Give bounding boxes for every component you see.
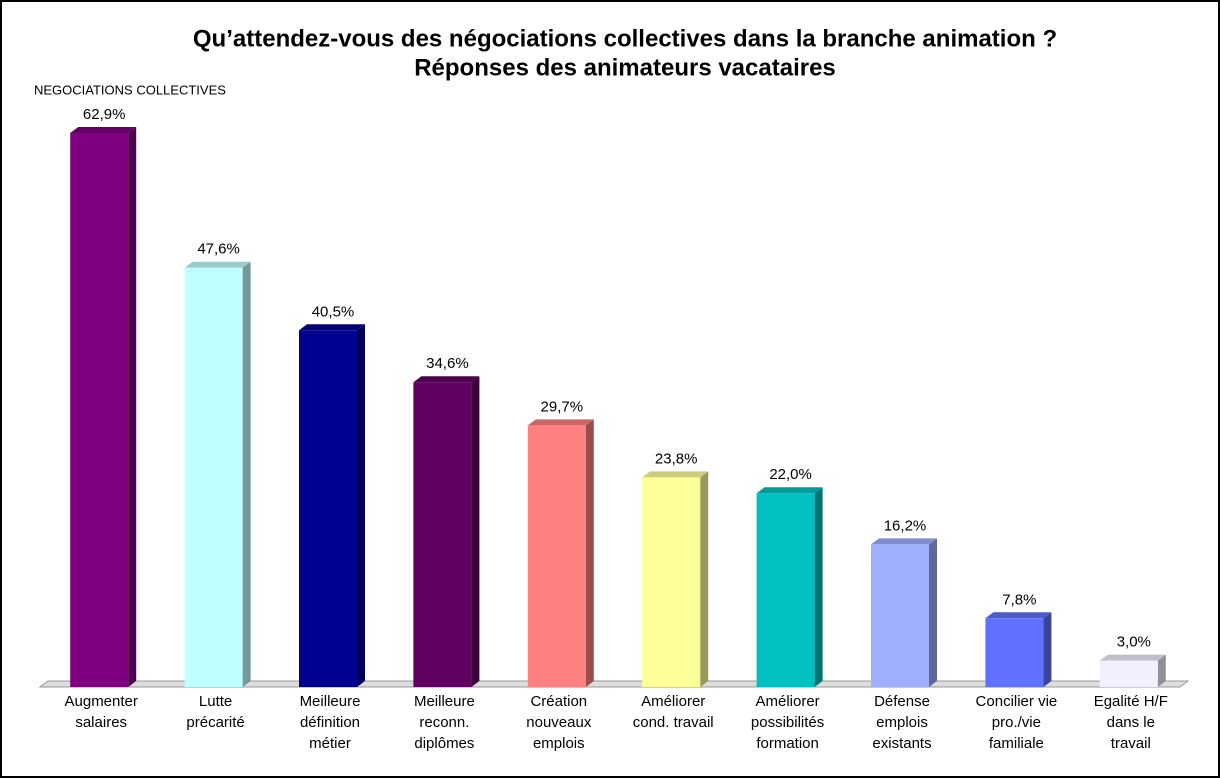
- bar-side: [929, 538, 937, 687]
- x-tick-label: Améliorer: [756, 693, 820, 710]
- bar-side: [357, 324, 365, 687]
- x-tick-label: pro./vie: [992, 714, 1041, 731]
- value-label: 7,8%: [1002, 591, 1036, 608]
- bar-top: [985, 612, 1052, 619]
- bar-side: [700, 471, 709, 687]
- value-label: 47,6%: [197, 241, 240, 258]
- value-label: 22,0%: [769, 466, 812, 483]
- bar: [1099, 660, 1158, 687]
- x-tick-label: définition: [300, 714, 360, 731]
- bar-side: [471, 376, 480, 687]
- x-tick-label: Meilleure: [300, 693, 361, 710]
- value-label: 3,0%: [1117, 634, 1151, 651]
- value-label: 29,7%: [541, 398, 584, 415]
- value-label: 23,8%: [655, 450, 698, 467]
- x-tick-label: Lutte: [199, 693, 232, 710]
- x-tick-label: emplois: [876, 714, 928, 731]
- x-tick-label: salaires: [75, 714, 127, 731]
- bar-side: [585, 419, 594, 687]
- x-tick-label: Défense: [874, 693, 930, 710]
- x-tick-label: familiale: [989, 735, 1044, 752]
- value-label: 62,9%: [83, 106, 126, 123]
- x-tick-label: diplômes: [414, 735, 474, 752]
- bar: [756, 493, 815, 687]
- x-tick-label: métier: [309, 735, 351, 752]
- value-label: 34,6%: [426, 355, 469, 372]
- bar: [299, 330, 357, 687]
- x-tick-label: cond. travail: [633, 714, 714, 731]
- bar-top: [642, 471, 709, 478]
- value-label: 40,5%: [312, 303, 355, 320]
- bar-top: [527, 419, 594, 426]
- x-tick-label: Augmenter: [65, 693, 138, 710]
- annotation: NEGOCIATIONS COLLECTIVES: [34, 82, 226, 97]
- bar-top: [871, 538, 937, 545]
- value-label: 16,2%: [884, 517, 927, 534]
- bar-top: [413, 376, 480, 383]
- x-tick-label: Egalité H/F: [1094, 693, 1168, 710]
- bar: [527, 425, 586, 687]
- x-tick-label: possibilités: [751, 714, 824, 731]
- x-tick-label: précarité: [186, 714, 244, 731]
- chart-subtitle: Réponses des animateurs vacataires: [414, 54, 836, 81]
- x-tick-label: Améliorer: [641, 693, 705, 710]
- x-tick-label: dans le: [1107, 714, 1155, 731]
- x-tick-label: Meilleure: [414, 693, 475, 710]
- bar: [985, 618, 1044, 687]
- x-tick-label: reconn.: [419, 714, 469, 731]
- bar-top: [184, 261, 251, 268]
- x-tick-label: travail: [1111, 735, 1151, 752]
- bar-side: [242, 261, 251, 687]
- x-tick-label: existants: [872, 735, 931, 752]
- chart-title: Qu’attendez-vous des négociations collec…: [193, 25, 1057, 52]
- bar-top: [756, 487, 823, 494]
- bar-side: [814, 487, 823, 687]
- bar-side: [1043, 612, 1052, 687]
- bar-top: [70, 127, 137, 133]
- x-tick-label: Création: [530, 693, 587, 710]
- bar: [871, 544, 929, 687]
- bar-top: [299, 324, 365, 331]
- x-tick-label: formation: [756, 735, 819, 752]
- x-tick-label: emplois: [533, 735, 585, 752]
- bar-side: [1157, 654, 1166, 687]
- x-tick-label: Concilier vie: [976, 693, 1058, 710]
- bar: [642, 477, 701, 687]
- bar-top: [1099, 654, 1166, 661]
- bar: [70, 133, 129, 687]
- bar: [413, 382, 472, 687]
- x-tick-label: nouveaux: [526, 714, 592, 731]
- bar-side: [128, 127, 137, 687]
- bar: [184, 267, 243, 687]
